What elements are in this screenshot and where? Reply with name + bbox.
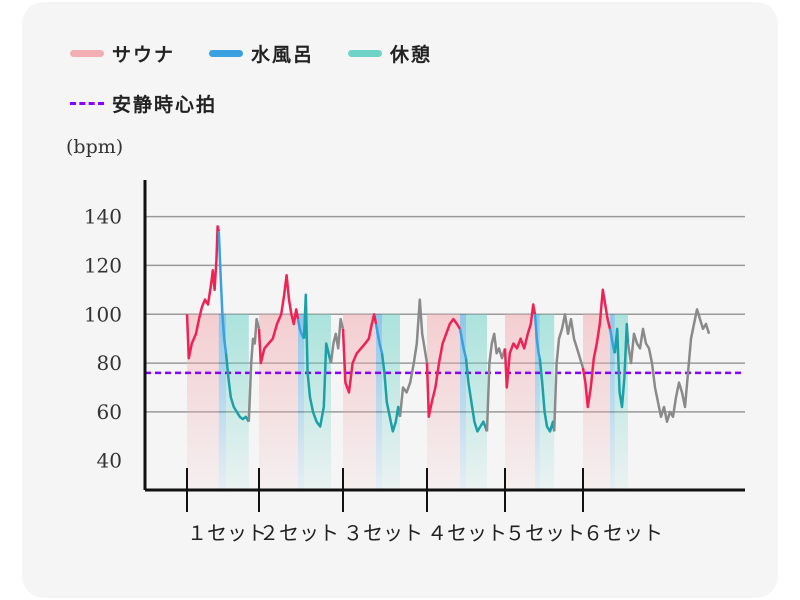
hr-line-rest	[224, 353, 250, 423]
hr-line-cold_bath	[296, 318, 306, 340]
phase-band-rest	[226, 314, 249, 490]
hr-line-sauna	[425, 317, 462, 419]
hr-line-rest	[380, 353, 402, 433]
x-tick-label-3: ３セット	[343, 521, 423, 545]
legend-swatch-resting-hr	[70, 102, 104, 105]
legend-item-cold-bath: 水風呂	[209, 40, 314, 67]
hr-line-cold_bath	[217, 231, 228, 354]
hr-line-other	[626, 308, 711, 423]
phase-band-sauna	[343, 314, 376, 490]
phase-band-rest	[539, 314, 555, 490]
hr-line-other	[552, 313, 585, 432]
y-tick-label-60: 60	[97, 400, 122, 424]
phase-band-rest	[466, 314, 487, 490]
hr-line-other	[247, 317, 261, 422]
phase-band-cold_bath	[460, 314, 466, 490]
y-axis-unit: (bpm)	[66, 136, 124, 158]
x-tick-label-5: ５セット	[505, 521, 585, 545]
legend-label-cold-bath: 水風呂	[251, 44, 315, 66]
legend-row-2: 安静時心拍	[70, 90, 251, 117]
phase-band-cold_bath	[610, 314, 615, 490]
legend-swatch-rest	[348, 50, 383, 57]
hr-line-rest	[613, 322, 630, 409]
y-tick-label-140: 140	[84, 205, 122, 229]
legend-label-rest: 休憩	[390, 44, 433, 66]
hr-line-cold_bath	[458, 328, 468, 359]
legend-swatch-cold-bath	[209, 50, 244, 57]
hr-line-cold_bath	[533, 314, 542, 359]
x-tick-label-1: １セット	[187, 521, 267, 545]
legend-item-rest: 休憩	[348, 40, 432, 67]
hr-line-rest	[302, 293, 333, 428]
x-tick-label-2: ２セット	[259, 521, 339, 545]
phase-band-cold_bath	[298, 314, 304, 490]
legend-label-resting-hr: 安静時心拍	[112, 94, 218, 116]
hr-line-cold_bath	[374, 323, 384, 354]
phase-band-sauna	[259, 314, 298, 490]
hr-line-sauna	[185, 225, 221, 360]
legend-swatch-sauna	[70, 50, 104, 57]
hr-line-sauna	[503, 303, 537, 389]
y-tick-label-40: 40	[97, 449, 122, 473]
legend-label-sauna: サウナ	[112, 44, 176, 66]
x-tick-label-4: ４セット	[427, 521, 507, 545]
hr-line-rest	[464, 358, 489, 433]
hr-line-sauna	[257, 273, 300, 365]
legend-row-1: サウナ 水風呂 休憩	[70, 40, 466, 67]
legend-item-sauna: サウナ	[70, 40, 175, 67]
chart-card	[22, 2, 778, 598]
legend-item-resting-hr: 安静時心拍	[70, 90, 217, 117]
x-tick-label-6: ６セット	[583, 521, 663, 545]
y-tick-label-80: 80	[97, 351, 122, 375]
hr-line-other	[329, 317, 345, 364]
hr-line-rest	[538, 358, 556, 433]
hr-line-other	[398, 298, 429, 417]
y-tick-label-120: 120	[84, 253, 122, 277]
hr-line-sauna	[341, 313, 378, 394]
y-tick-label-100: 100	[84, 302, 122, 326]
phase-band-cold_bath	[535, 314, 540, 490]
hr-line-sauna	[581, 288, 612, 409]
phase-band-cold_bath	[218, 314, 226, 490]
hr-line-other	[485, 332, 507, 432]
phase-band-rest	[382, 314, 400, 490]
phase-band-cold_bath	[376, 314, 382, 490]
